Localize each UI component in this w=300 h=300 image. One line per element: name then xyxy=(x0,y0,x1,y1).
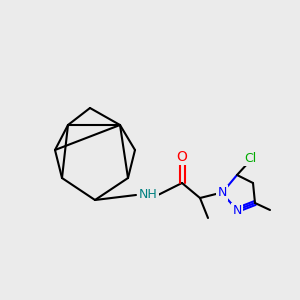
Text: N: N xyxy=(217,187,227,200)
Text: NH: NH xyxy=(139,188,158,202)
Text: Cl: Cl xyxy=(244,152,256,164)
Text: N: N xyxy=(232,205,242,218)
Text: O: O xyxy=(177,150,188,164)
